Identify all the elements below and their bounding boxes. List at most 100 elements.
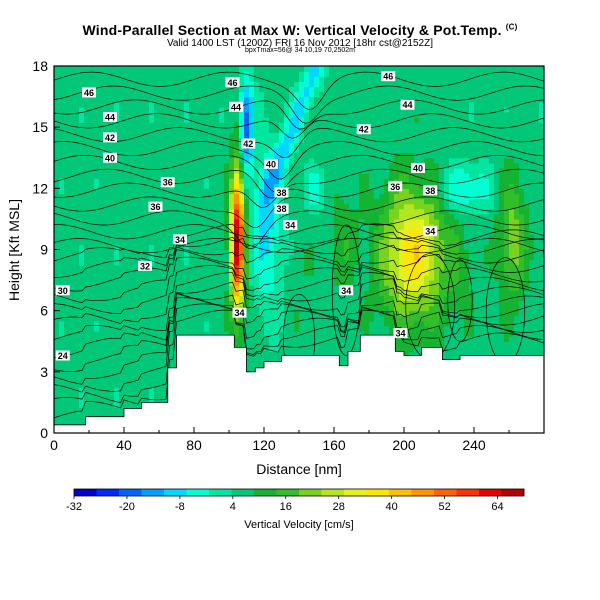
velocity-cell — [159, 111, 165, 118]
velocity-cell — [194, 173, 200, 179]
velocity-cell — [154, 356, 160, 363]
velocity-cell — [219, 157, 225, 164]
velocity-cell — [74, 300, 80, 307]
velocity-cell — [309, 162, 315, 169]
velocity-cell — [194, 147, 200, 154]
velocity-cell — [154, 213, 160, 220]
velocity-cell — [339, 325, 345, 332]
velocity-cell — [129, 167, 135, 174]
velocity-cell — [114, 305, 120, 312]
velocity-cell — [379, 167, 385, 174]
velocity-cell — [269, 290, 275, 296]
velocity-cell — [344, 71, 350, 77]
velocity-cell — [179, 310, 185, 317]
velocity-cell — [164, 244, 170, 251]
velocity-cell — [154, 397, 160, 404]
velocity-cell — [74, 356, 80, 363]
velocity-cell — [199, 86, 205, 93]
velocity-cell — [124, 213, 130, 220]
velocity-cell — [164, 254, 170, 261]
velocity-cell — [339, 96, 345, 103]
velocity-cell — [64, 366, 70, 373]
velocity-cell — [54, 366, 60, 373]
velocity-cell — [359, 218, 365, 225]
velocity-cell — [269, 76, 275, 82]
velocity-cell — [134, 346, 140, 353]
velocity-cell — [254, 173, 260, 179]
velocity-cell — [159, 198, 165, 205]
velocity-cell — [159, 371, 165, 378]
velocity-cell — [329, 122, 335, 128]
velocity-cell — [269, 198, 275, 205]
velocity-cell — [144, 81, 150, 87]
velocity-cell — [209, 274, 215, 281]
velocity-cell — [84, 122, 90, 128]
velocity-cell — [274, 274, 280, 281]
velocity-cell — [149, 397, 155, 404]
velocity-cell — [234, 152, 240, 159]
velocity-cell — [184, 325, 190, 332]
velocity-cell — [54, 361, 60, 368]
velocity-cell — [229, 183, 235, 189]
velocity-cell — [239, 193, 245, 200]
velocity-cell — [324, 188, 330, 195]
velocity-cell — [79, 173, 85, 179]
velocity-cell — [349, 315, 355, 322]
velocity-cell — [159, 122, 165, 128]
velocity-cell — [69, 254, 75, 261]
velocity-cell — [379, 96, 385, 103]
velocity-cell — [334, 188, 340, 195]
velocity-cell — [164, 280, 170, 286]
velocity-cell — [164, 157, 170, 164]
velocity-cell — [309, 178, 315, 184]
velocity-cell — [369, 91, 375, 98]
velocity-cell — [299, 254, 305, 261]
velocity-cell — [94, 116, 100, 123]
velocity-cell — [184, 259, 190, 266]
velocity-cell — [334, 152, 340, 159]
velocity-cell — [319, 224, 325, 230]
velocity-cell — [109, 412, 115, 419]
velocity-cell — [109, 320, 115, 327]
velocity-cell — [169, 142, 175, 149]
velocity-cell — [94, 208, 100, 215]
velocity-cell — [304, 183, 310, 189]
velocity-cell — [349, 269, 355, 276]
velocity-cell — [199, 96, 205, 103]
velocity-cell — [344, 331, 350, 337]
velocity-cell — [119, 346, 125, 353]
velocity-cell — [319, 127, 325, 133]
velocity-cell — [274, 315, 280, 322]
velocity-cell — [314, 183, 320, 189]
velocity-cell — [374, 224, 380, 230]
velocity-cell — [244, 325, 250, 332]
velocity-cell — [374, 244, 380, 251]
velocity-cell — [364, 218, 370, 225]
velocity-cell — [104, 198, 110, 205]
velocity-cell — [194, 142, 200, 149]
velocity-cell — [349, 300, 355, 307]
velocity-cell — [324, 203, 330, 210]
velocity-cell — [274, 111, 280, 118]
velocity-cell — [219, 137, 225, 144]
velocity-cell — [84, 356, 90, 363]
velocity-cell — [259, 116, 265, 123]
velocity-cell — [349, 341, 355, 347]
velocity-cell — [104, 188, 110, 195]
velocity-cell — [104, 320, 110, 327]
velocity-cell — [99, 142, 105, 149]
velocity-cell — [129, 290, 135, 296]
velocity-cell — [104, 178, 110, 184]
velocity-cell — [259, 285, 265, 291]
velocity-cell — [224, 137, 230, 144]
velocity-cell — [269, 351, 275, 358]
velocity-cell — [119, 111, 125, 118]
velocity-cell — [79, 66, 85, 72]
velocity-cell — [349, 331, 355, 337]
velocity-cell — [219, 269, 225, 276]
velocity-cell — [239, 178, 245, 184]
velocity-cell — [184, 310, 190, 317]
velocity-cell — [354, 346, 360, 353]
velocity-cell — [169, 132, 175, 138]
velocity-cell — [344, 295, 350, 302]
